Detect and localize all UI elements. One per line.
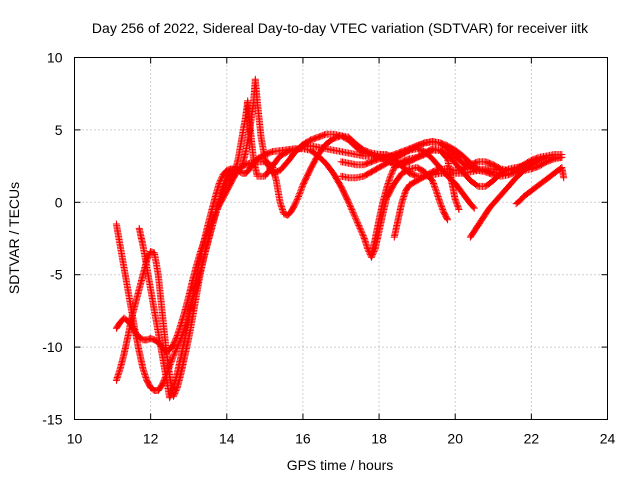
series-track-3 [112,132,478,355]
series-track-10 [512,164,568,208]
x-tick-label: 10 [67,431,83,447]
data-point-markers [337,138,528,182]
series-track-9 [466,153,566,241]
y-tick-label: -15 [42,412,62,428]
data-point-markers [135,75,528,402]
data-point-markers [512,164,568,208]
y-tick-label: 0 [55,194,63,210]
series-track-8 [337,138,528,182]
x-tick-label: 16 [295,431,311,447]
data-points [112,75,568,402]
y-tick-label: -5 [50,267,63,283]
grid-lines [74,57,608,420]
x-tick-label: 22 [524,431,540,447]
x-tick-label: 12 [143,431,159,447]
y-tick-label: -10 [42,339,62,355]
y-tick-label: 10 [47,50,63,66]
chart-title: Day 256 of 2022, Sidereal Day-to-day VTE… [92,20,589,36]
data-point-markers [112,132,478,355]
plot-frame [74,57,608,420]
data-point-markers [368,146,463,258]
x-tick-label: 18 [371,431,387,447]
y-axis-label: SDTVAR / TECUs [6,182,22,294]
y-tick-label: 5 [55,122,63,138]
x-tick-label: 20 [447,431,463,447]
y-tick-labels: -15 -10 -5 0 5 10 [42,50,62,428]
data-point-markers [466,153,566,241]
series-track-4 [135,75,528,402]
x-axis-label: GPS time / hours [287,457,394,473]
x-tick-label: 24 [600,431,616,447]
axis-ticks [74,57,608,420]
series-track-5 [368,146,463,258]
x-tick-labels: 10 12 14 16 18 20 22 24 [67,431,616,447]
x-tick-label: 14 [219,431,235,447]
